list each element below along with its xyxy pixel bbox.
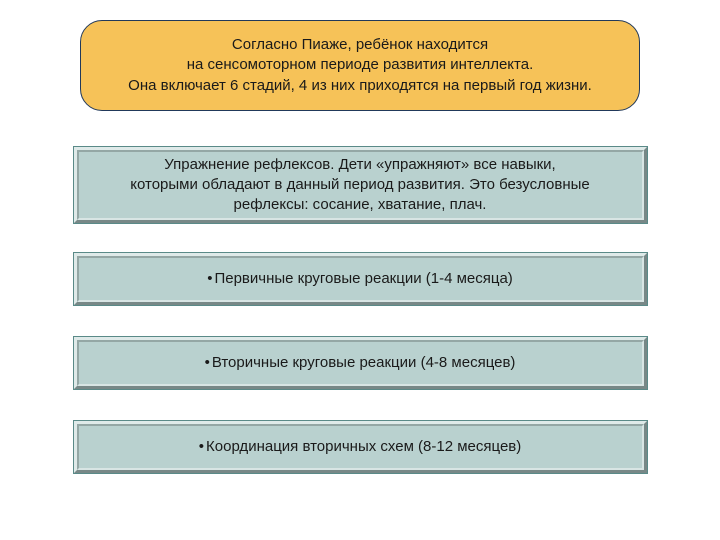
stage-box-1: Упражнение рефлексов. Дети «упражняют» в… — [73, 146, 648, 224]
stage-box-3: Вторичные круговые реакции (4-8 месяцев) — [73, 336, 648, 390]
header-callout: Согласно Пиаже, ребёнок находится на сен… — [80, 20, 640, 111]
stage-3-line-1: Вторичные круговые реакции (4-8 месяцев) — [205, 353, 516, 373]
stage-1-line-3: рефлексы: сосание, хватание, плач. — [234, 195, 487, 215]
header-line-2: на сенсомоторном периоде развития интелл… — [99, 55, 621, 75]
header-line-1: Согласно Пиаже, ребёнок находится — [99, 35, 621, 55]
stage-1-line-1: Упражнение рефлексов. Дети «упражняют» в… — [164, 155, 555, 175]
slide-container: Согласно Пиаже, ребёнок находится на сен… — [0, 0, 720, 540]
stage-box-2: Первичные круговые реакции (1-4 месяца) — [73, 252, 648, 306]
header-line-3: Она включает 6 стадий, 4 из них приходят… — [99, 76, 621, 96]
stage-4-line-1: Координация вторичных схем (8-12 месяцев… — [199, 437, 522, 457]
stage-1-line-2: которыми обладают в данный период развит… — [130, 175, 589, 195]
stage-box-4: Координация вторичных схем (8-12 месяцев… — [73, 420, 648, 474]
stage-2-line-1: Первичные круговые реакции (1-4 месяца) — [207, 269, 513, 289]
